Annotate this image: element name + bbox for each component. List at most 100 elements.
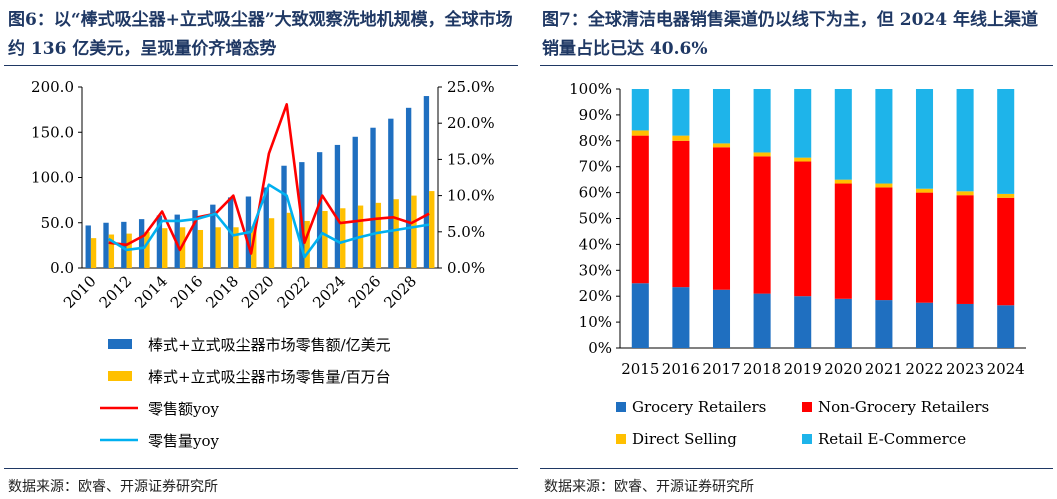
left-y-tick-label: 0.0 bbox=[50, 259, 74, 277]
legend-label: 零售额yoy bbox=[148, 400, 220, 418]
retail-volume-bar bbox=[215, 227, 221, 268]
ecommerce-bar-segment bbox=[875, 89, 893, 184]
retail-value-bar bbox=[103, 222, 109, 268]
x-tick-label: 2022 bbox=[274, 272, 314, 312]
retail-volume-bar bbox=[268, 218, 275, 268]
non-grocery-bar-segment bbox=[875, 187, 893, 301]
x-tick-label: 2023 bbox=[946, 360, 984, 378]
right-y-tick-label: 25.0% bbox=[447, 78, 495, 96]
right-y-tick-label: 10.0% bbox=[447, 187, 495, 205]
legend-swatch bbox=[108, 371, 132, 381]
retail-volume-bar bbox=[304, 220, 310, 268]
right-source-note: 数据来源：欧睿、开源证券研究所 bbox=[544, 479, 754, 495]
retail-value-bar bbox=[138, 219, 145, 268]
right-y-tick-label: 20.0% bbox=[447, 114, 495, 132]
direct-selling-bar-segment bbox=[794, 157, 812, 162]
retail-value-bar bbox=[388, 118, 394, 268]
legend-label: 棒式+立式吸尘器市场零售量/百万台 bbox=[148, 368, 391, 386]
retail-volume-bar bbox=[429, 191, 435, 268]
ecommerce-bar-segment bbox=[712, 89, 731, 144]
grocery-bar-segment bbox=[875, 300, 893, 348]
direct-selling-bar-segment bbox=[915, 188, 934, 193]
direct-selling-bar-segment bbox=[956, 191, 974, 196]
grocery-bar-segment bbox=[753, 293, 771, 348]
left-title-rule bbox=[4, 65, 518, 66]
right-chart-title: 图7：全球清洁电器销售渠道仍以线下为主，但 2024 年线上渠道销量占比已达 4… bbox=[542, 10, 1038, 59]
x-tick-label: 2014 bbox=[131, 272, 171, 312]
retail-value-bar bbox=[192, 210, 198, 268]
retail-value-bar bbox=[263, 187, 269, 268]
x-tick-label: 2017 bbox=[702, 360, 740, 378]
non-grocery-bar-segment bbox=[834, 183, 852, 299]
volume-yoy-line bbox=[108, 183, 430, 259]
y-tick-label: 50% bbox=[579, 210, 612, 228]
legend-label: Direct Selling bbox=[632, 430, 737, 448]
retail-volume-bar bbox=[375, 202, 382, 268]
combo-chart: 0.0 50.0 100.0 150.0 200.0 0.0% 5.0% 10.0% 15.0%… bbox=[31, 78, 495, 450]
x-tick-label: 2016 bbox=[662, 360, 700, 378]
direct-selling-bar-segment bbox=[875, 183, 893, 188]
legend-swatch bbox=[108, 339, 132, 349]
non-grocery-bar-segment bbox=[997, 197, 1015, 306]
non-grocery-bar-segment bbox=[794, 161, 812, 297]
legend-label: 棒式+立式吸尘器市场零售额/亿美元 bbox=[148, 336, 391, 354]
legend-label: Retail E-Commerce bbox=[818, 430, 966, 448]
direct-selling-bar-segment bbox=[631, 130, 649, 136]
x-tick-label: 2026 bbox=[345, 272, 385, 312]
retail-volume-bar bbox=[144, 231, 150, 268]
x-tick-label: 2024 bbox=[309, 272, 349, 312]
x-tick-label: 2015 bbox=[621, 360, 659, 378]
direct-selling-bar-segment bbox=[753, 152, 771, 157]
retail-value-bar bbox=[423, 96, 430, 268]
right-y-tick-label: 0.0% bbox=[447, 259, 485, 277]
x-tick-label: 2018 bbox=[743, 360, 781, 378]
legend-swatch bbox=[802, 434, 812, 444]
x-tick-label: 2020 bbox=[824, 360, 862, 378]
legend-label: Grocery Retailers bbox=[632, 398, 766, 416]
retail-volume-bar bbox=[162, 228, 168, 268]
legend-swatch bbox=[802, 402, 812, 412]
retail-value-bar bbox=[85, 225, 91, 268]
retail-value-bar bbox=[370, 127, 376, 268]
left-y-tick-label: 100.0 bbox=[31, 169, 74, 187]
y-tick-label: 10% bbox=[579, 313, 612, 331]
ecommerce-bar-segment bbox=[631, 89, 649, 131]
stacked-bar-chart: 0%10%20%30%40%50%60%70%80%90%100%2015 201… bbox=[569, 80, 1026, 448]
ecommerce-bar-segment bbox=[956, 89, 974, 192]
retail-volume-bar bbox=[411, 195, 417, 268]
non-grocery-bar-segment bbox=[631, 135, 649, 284]
non-grocery-bar-segment bbox=[915, 192, 934, 303]
y-tick-label: 0% bbox=[588, 339, 612, 357]
retail-volume-bar bbox=[233, 227, 239, 268]
grocery-bar-segment bbox=[672, 287, 690, 348]
x-tick-label: 2021 bbox=[865, 360, 903, 378]
non-grocery-bar-segment bbox=[753, 156, 771, 294]
retail-value-bar bbox=[156, 215, 163, 268]
right-y-tick-label: 5.0% bbox=[447, 223, 485, 241]
ecommerce-bar-segment bbox=[915, 89, 934, 189]
x-tick-label: 2016 bbox=[167, 272, 207, 312]
left-y-tick-label: 200.0 bbox=[31, 78, 74, 96]
retail-volume-bar bbox=[90, 238, 97, 268]
left-y-tick-label: 50.0 bbox=[41, 214, 74, 232]
direct-selling-bar-segment bbox=[834, 179, 852, 184]
legend-label: 零售量yoy bbox=[148, 432, 220, 450]
left-chart-title: 图6：以“棒式吸尘器+立式吸尘器”大致观察洗地机规模，全球市场约 136 亿美元… bbox=[8, 10, 513, 59]
y-tick-label: 100% bbox=[569, 80, 612, 98]
grocery-bar-segment bbox=[712, 289, 731, 348]
grocery-bar-segment bbox=[915, 302, 934, 348]
grocery-bar-segment bbox=[834, 298, 852, 348]
value-yoy-line bbox=[108, 103, 430, 255]
retail-value-bar bbox=[281, 165, 287, 268]
right-y-tick-label: 15.0% bbox=[447, 150, 495, 168]
left-source-note: 数据来源：欧睿、开源证券研究所 bbox=[8, 479, 218, 495]
direct-selling-bar-segment bbox=[997, 193, 1015, 198]
ecommerce-bar-segment bbox=[834, 89, 852, 180]
x-tick-label: 2024 bbox=[987, 360, 1025, 378]
right-chart-panel: 图7：全球清洁电器销售渠道仍以线下为主，但 2024 年线上渠道销量占比已达 4… bbox=[536, 0, 1057, 499]
right-source-rule bbox=[540, 468, 1053, 469]
y-tick-label: 30% bbox=[579, 261, 612, 279]
x-tick-label: 2018 bbox=[202, 272, 242, 312]
retail-value-bar bbox=[334, 144, 341, 268]
non-grocery-bar-segment bbox=[712, 147, 731, 290]
